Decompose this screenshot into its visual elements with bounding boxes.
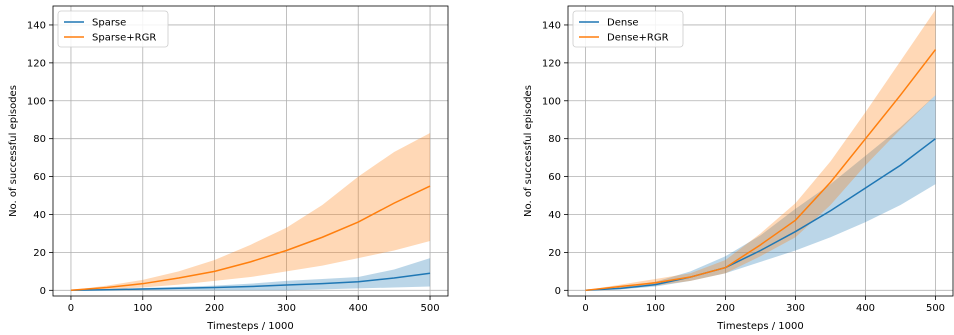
legend-label: Sparse xyxy=(92,18,126,29)
x-tick-label: 100 xyxy=(646,303,665,314)
chart-dense: 0 100 200 300 400 500 0 20 40 60 80 100 120 140 Timest… xyxy=(523,5,954,332)
y-tick-label: 60 xyxy=(548,172,561,183)
legend-box xyxy=(572,10,684,48)
y-tick-label: 120 xyxy=(27,58,46,69)
y-tick-label: 20 xyxy=(548,248,561,259)
plot-frame xyxy=(52,5,449,297)
legend: Sparse Sparse+RGR xyxy=(57,10,169,48)
y-tick-label: 140 xyxy=(27,20,46,31)
confidence-band-1 xyxy=(585,9,936,291)
x-tick-label: 400 xyxy=(349,303,368,314)
y-tick-label: 80 xyxy=(548,134,561,145)
legend-box xyxy=(57,10,169,48)
legend: Dense Dense+RGR xyxy=(572,10,684,48)
y-tick-label: 120 xyxy=(542,58,561,69)
series-line-1 xyxy=(70,185,431,292)
series-line-0 xyxy=(585,138,936,292)
y-tick-label: 20 xyxy=(33,248,46,259)
x-tick-label: 0 xyxy=(68,303,74,314)
x-tick-label: 100 xyxy=(133,303,152,314)
x-axis-label: Timesteps / 1000 xyxy=(716,321,804,332)
y-tick-label: 0 xyxy=(555,286,561,297)
y-axis-label: No. of successful episodes xyxy=(523,85,534,217)
series-line-1 xyxy=(585,49,937,292)
y-tick-label: 140 xyxy=(542,20,561,31)
x-tick-label: 200 xyxy=(205,303,224,314)
legend-label: Dense+RGR xyxy=(607,33,669,44)
x-tick-label: 0 xyxy=(582,303,588,314)
chart-sparse: 0 100 200 300 400 500 0 20 40 60 80 100 120 140 Timest… xyxy=(8,5,449,332)
y-tick-label: 60 xyxy=(33,172,46,183)
y-tick-label: 0 xyxy=(40,286,46,297)
legend-label: Dense xyxy=(607,18,639,29)
y-tick-label: 40 xyxy=(33,210,46,221)
x-tick-label: 200 xyxy=(716,303,735,314)
y-tick-label: 100 xyxy=(27,96,46,107)
x-tick-label: 300 xyxy=(786,303,805,314)
x-tick-label: 300 xyxy=(277,303,296,314)
y-tick-label: 40 xyxy=(548,210,561,221)
legend-label: Sparse+RGR xyxy=(92,33,156,44)
plot-frame xyxy=(567,5,954,297)
x-tick-label: 500 xyxy=(926,303,945,314)
y-tick-label: 80 xyxy=(33,134,46,145)
x-tick-label: 500 xyxy=(420,303,439,314)
x-tick-label: 400 xyxy=(856,303,875,314)
confidence-band-1 xyxy=(70,132,431,291)
y-axis-label: No. of successful episodes xyxy=(8,85,19,217)
y-tick-label: 100 xyxy=(542,96,561,107)
series-line-0 xyxy=(70,272,431,292)
x-axis-label: Timesteps / 1000 xyxy=(206,321,294,332)
